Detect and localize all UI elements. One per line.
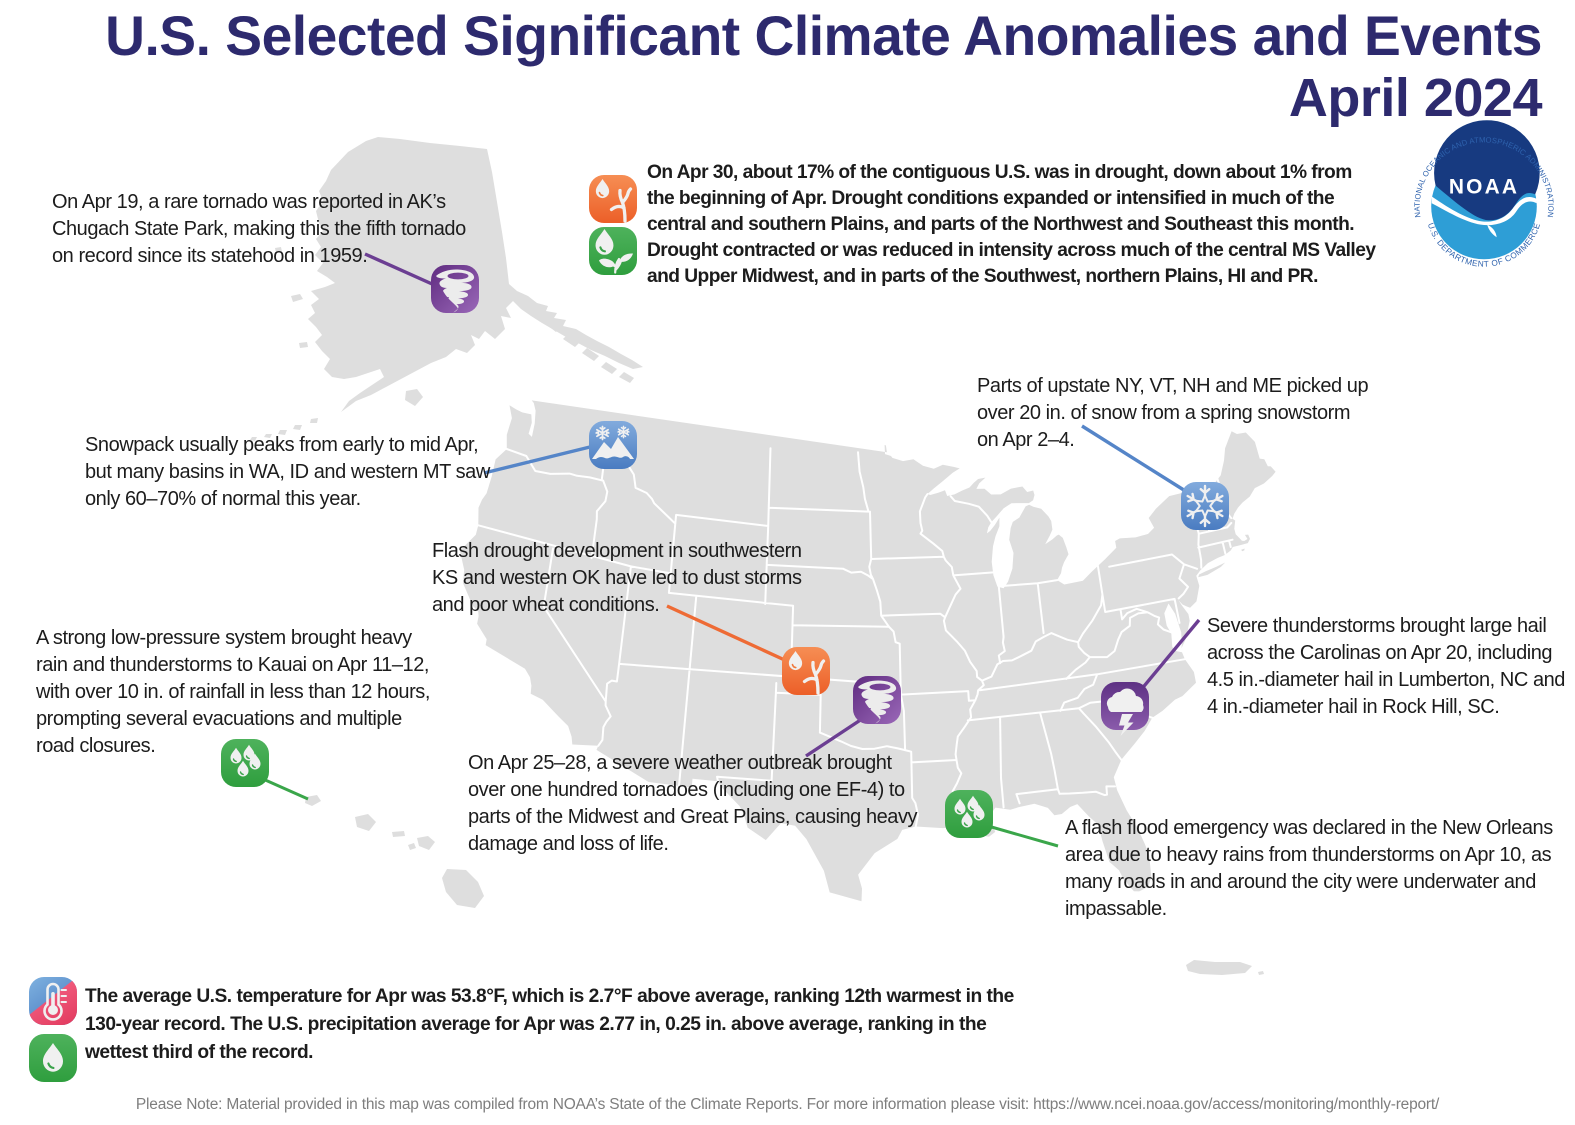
svg-text:NOAA: NOAA xyxy=(1449,175,1519,198)
